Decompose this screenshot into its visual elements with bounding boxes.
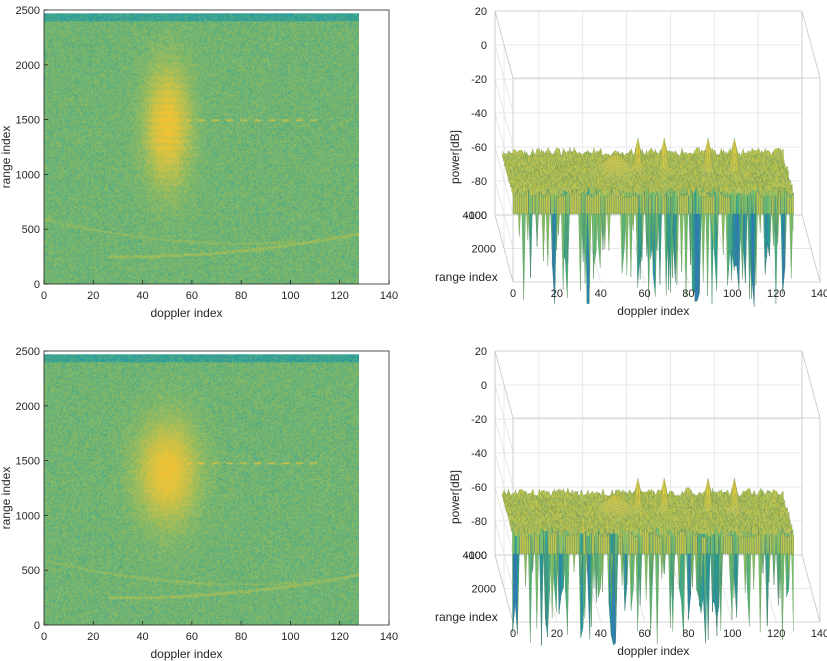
y-tick-label-3: 1500 bbox=[16, 115, 40, 127]
y-tick-label-0: 0 bbox=[34, 279, 40, 291]
y-tick-label-4: 2000 bbox=[16, 60, 40, 72]
x-tick-label-7: 140 bbox=[380, 290, 398, 302]
surface-mesh bbox=[501, 138, 794, 307]
y-axis-label: range index bbox=[0, 126, 13, 189]
surface-patch bbox=[604, 185, 607, 196]
surface-patch bbox=[737, 184, 741, 193]
x-tick-label-2: 40 bbox=[136, 290, 148, 302]
surface-patch bbox=[536, 194, 540, 197]
heatmap-image bbox=[44, 13, 359, 285]
y-tick-label-5: 2500 bbox=[16, 5, 40, 17]
box-edge bbox=[801, 10, 821, 79]
box-edge bbox=[494, 214, 514, 283]
top-left-heatmap: 0 20 40 60 80 100 120 140 0 500 1000 1500 2000 2500 do… bbox=[0, 5, 398, 320]
y-tick-label-1: 500 bbox=[22, 224, 40, 236]
surface-patch bbox=[783, 166, 787, 169]
box-edge bbox=[801, 214, 821, 283]
x-tick-label-1: 20 bbox=[87, 290, 99, 302]
surface-patch bbox=[718, 148, 722, 156]
surface-patch bbox=[748, 190, 751, 192]
x-tick-label-6: 120 bbox=[331, 290, 349, 302]
box-edge bbox=[494, 10, 514, 79]
surface-patch bbox=[615, 167, 618, 171]
x-tick-label-0: 0 bbox=[41, 290, 47, 302]
surface-patch bbox=[612, 164, 616, 169]
x-tick-label-5: 100 bbox=[281, 290, 299, 302]
surface-patch bbox=[612, 167, 616, 172]
x-tick-label-3: 60 bbox=[186, 290, 198, 302]
surface-patch bbox=[617, 167, 620, 171]
x-tick-label-4: 80 bbox=[235, 290, 247, 302]
surface-patch bbox=[740, 158, 744, 165]
axes-frame bbox=[43, 9, 390, 285]
x-axis-label: doppler index bbox=[150, 306, 222, 320]
y-tick-label-2: 1000 bbox=[16, 169, 40, 181]
